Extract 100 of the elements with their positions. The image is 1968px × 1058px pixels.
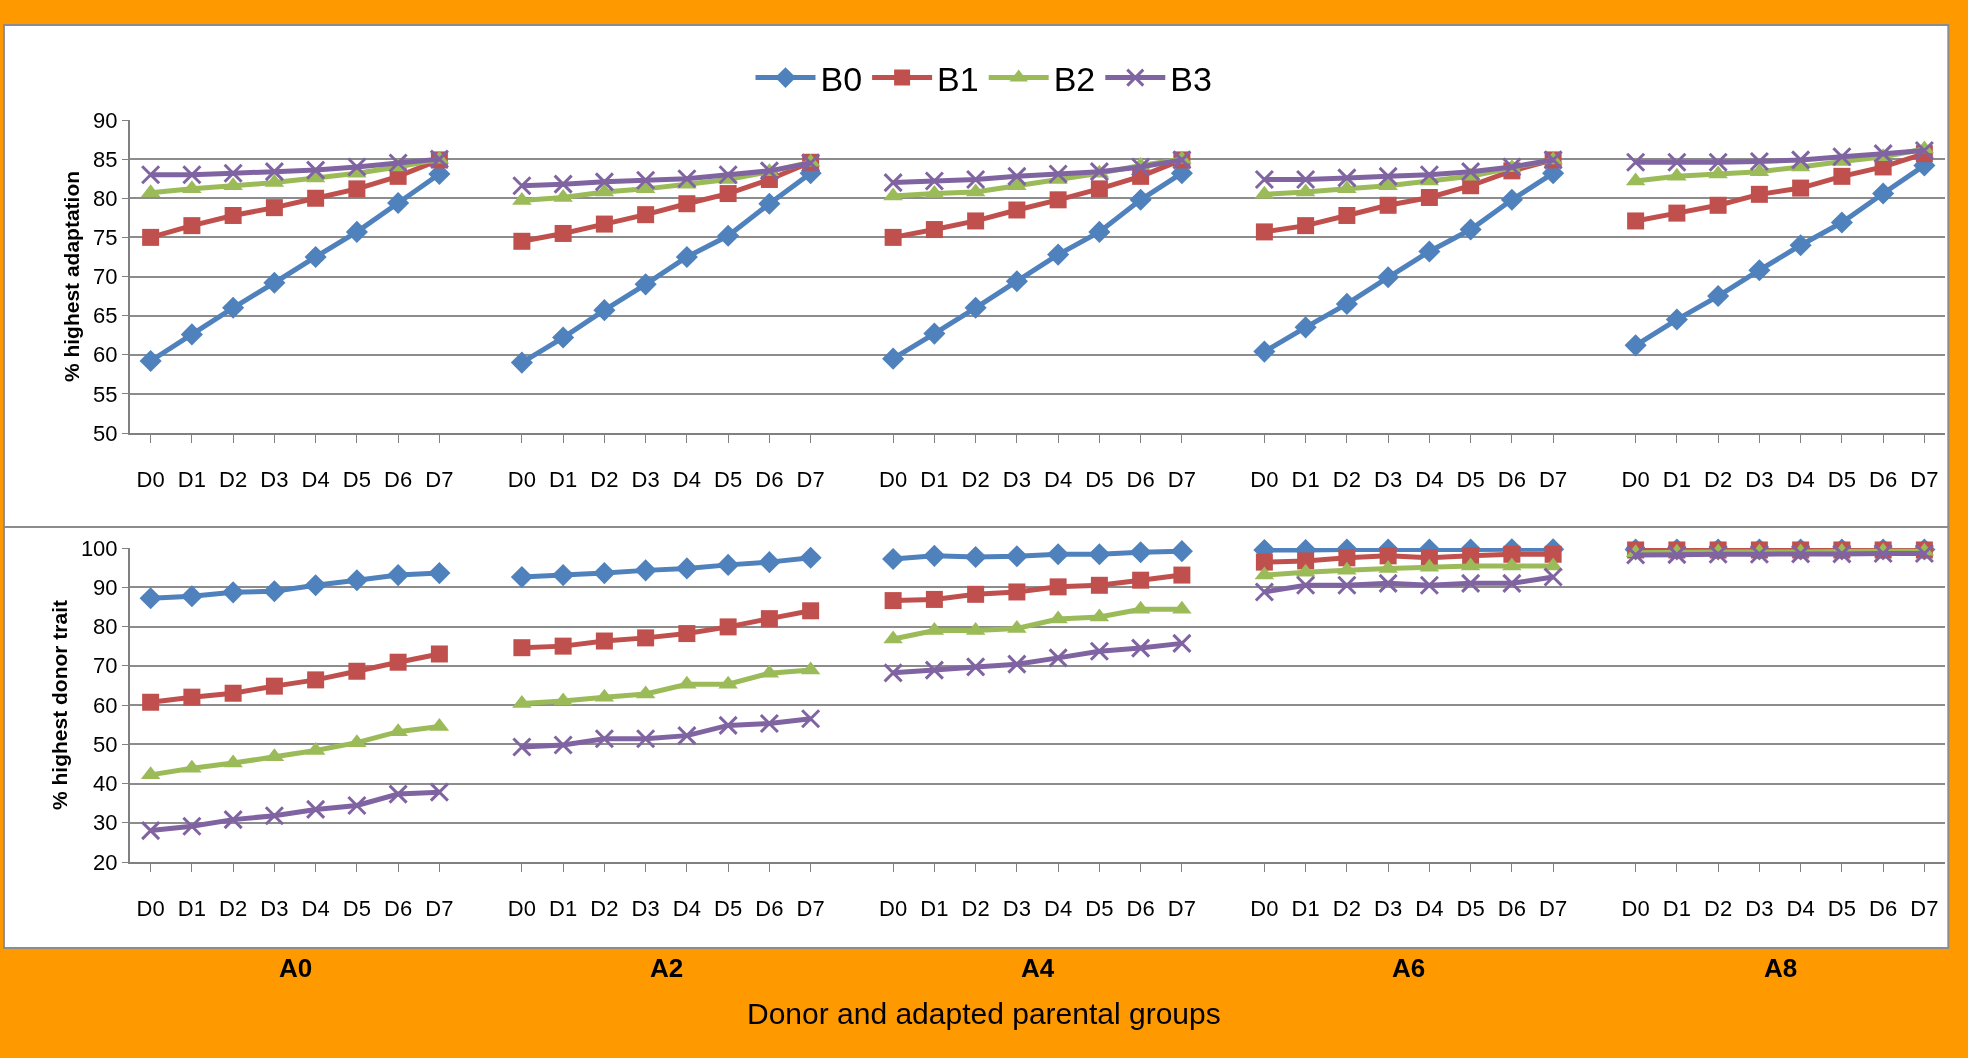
point: [553, 735, 574, 756]
point: [142, 228, 160, 246]
point: [1005, 270, 1028, 293]
point: [924, 171, 945, 192]
x-axis-title: Donor and adapted parental groups: [747, 997, 1221, 1030]
x-tick-label: D1: [549, 896, 578, 922]
x-tick-label: D6: [755, 467, 784, 493]
point: [140, 164, 161, 185]
point: [1460, 161, 1481, 182]
y-tick-label: 70: [93, 653, 118, 679]
point: [593, 299, 616, 322]
x-tick-label: D3: [260, 467, 289, 493]
point: [1503, 545, 1521, 563]
point: [1008, 583, 1026, 601]
point: [1336, 167, 1357, 188]
point: [511, 175, 532, 196]
point: [1047, 243, 1070, 266]
point: [967, 212, 985, 230]
point: [964, 545, 987, 569]
x-tick-label: D1: [549, 467, 578, 493]
y-tick-label: 60: [93, 692, 118, 718]
point: [719, 618, 737, 636]
x-tick-label: D4: [301, 467, 330, 493]
x-tick-label: D3: [1745, 896, 1774, 922]
point: [263, 271, 286, 294]
x-tick-label: D4: [1415, 896, 1444, 922]
point: [1831, 146, 1852, 167]
x-tick-label: D0: [1250, 896, 1279, 922]
point: [1335, 292, 1358, 315]
point: [758, 551, 781, 574]
point: [635, 728, 656, 749]
point: [884, 592, 902, 610]
x-tick-label: D2: [590, 896, 619, 922]
x-tick-label: D4: [672, 896, 701, 922]
x-tick-label: D0: [1621, 896, 1650, 922]
point: [1831, 543, 1852, 564]
point: [552, 564, 575, 587]
x-tick-label: D7: [1167, 467, 1196, 493]
point: [1460, 573, 1481, 594]
x-tick-label: D3: [631, 467, 660, 493]
point: [882, 547, 905, 571]
x-tick-label: D4: [1044, 467, 1073, 493]
point: [139, 587, 162, 610]
text: A8: [1764, 953, 1798, 983]
x-tick-label: D7: [1539, 467, 1568, 493]
point: [1254, 581, 1275, 602]
text: A0: [279, 953, 313, 983]
point: [1049, 191, 1067, 209]
point: [388, 784, 409, 805]
point: [1171, 633, 1192, 654]
point: [1501, 573, 1522, 594]
point: [1544, 545, 1562, 563]
point: [882, 347, 905, 370]
text: A6: [1392, 953, 1426, 983]
point: [1090, 576, 1108, 594]
point: [1872, 182, 1895, 205]
point: [389, 653, 407, 671]
point: [265, 677, 283, 695]
x-tick-label: D2: [590, 467, 619, 493]
point: [924, 660, 945, 681]
x-tick-label: D6: [1126, 896, 1155, 922]
point: [223, 754, 243, 768]
y-tick-label: 55: [93, 381, 118, 407]
x-tick-label: D2: [219, 896, 248, 922]
point: [678, 625, 696, 643]
point: [677, 675, 697, 689]
point: [802, 602, 820, 620]
point: [1130, 156, 1151, 177]
point: [1419, 164, 1440, 185]
point: [800, 708, 821, 729]
point: [676, 725, 697, 746]
text: A2: [650, 953, 684, 983]
x-tick-label: D0: [1621, 467, 1650, 493]
point: [634, 559, 657, 582]
point: [883, 187, 903, 201]
point: [637, 629, 655, 647]
x-tick-label: D7: [1910, 896, 1939, 922]
point: [510, 566, 533, 589]
point: [758, 192, 781, 215]
y-tick-label: 50: [93, 420, 118, 446]
x-tick-label: D0: [879, 896, 908, 922]
point: [1501, 156, 1522, 177]
point: [759, 713, 780, 734]
point: [594, 171, 615, 192]
x-tick-label: D2: [961, 467, 990, 493]
y-tick-label: 40: [93, 771, 118, 797]
point: [553, 174, 574, 195]
point: [1749, 151, 1770, 172]
point: [1297, 217, 1315, 235]
x-tick-label: D7: [796, 896, 825, 922]
y-tick-label: 75: [93, 225, 118, 251]
x-tick-label: D1: [1662, 467, 1691, 493]
point: [1253, 340, 1276, 363]
y-tick-label: 90: [93, 107, 118, 133]
point: [1543, 567, 1564, 588]
x-tick-label: D5: [1085, 896, 1114, 922]
x-tick-label: D0: [507, 467, 536, 493]
point: [1625, 545, 1646, 566]
x-tick-label: D3: [1002, 467, 1031, 493]
x-tick-label: D1: [1662, 896, 1691, 922]
